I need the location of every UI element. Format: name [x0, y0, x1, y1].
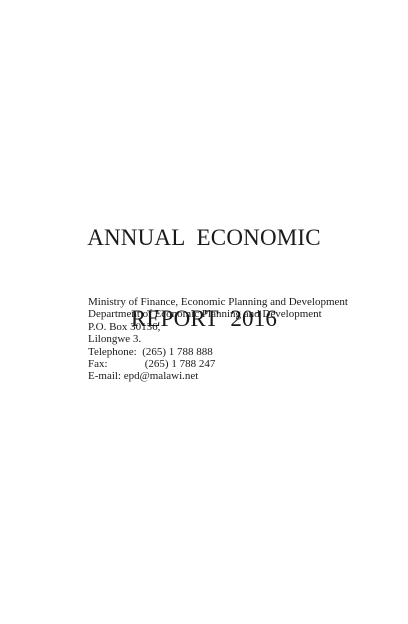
report-title: ANNUAL ECONOMIC REPORT 2016: [0, 170, 408, 386]
ministry-name: Ministry of Finance, Economic Planning a…: [88, 296, 348, 308]
telephone-label: Telephone:: [88, 345, 137, 358]
title-line-2: REPORT 2016: [130, 306, 278, 331]
telephone-value: (265) 1 788 888: [142, 345, 213, 358]
fax-label: Fax:: [88, 358, 108, 371]
department-name: Department of Economic Planning and Deve…: [88, 308, 322, 321]
city: Lilongwe 3.: [88, 333, 142, 346]
po-box: P.O. Box 30136,: [88, 320, 161, 333]
fax-line: Fax: (265) 1 788 247: [88, 358, 388, 370]
title-line-1: ANNUAL ECONOMIC: [87, 225, 321, 250]
fax-value: (265) 1 788 247: [144, 358, 216, 371]
contact-address-block: Ministry of Finance, Economic Planning a…: [88, 296, 388, 383]
telephone-line: Telephone: (265) 1 788 888: [88, 346, 388, 358]
email-line: E-mail: epd@malawi.net: [88, 370, 199, 383]
